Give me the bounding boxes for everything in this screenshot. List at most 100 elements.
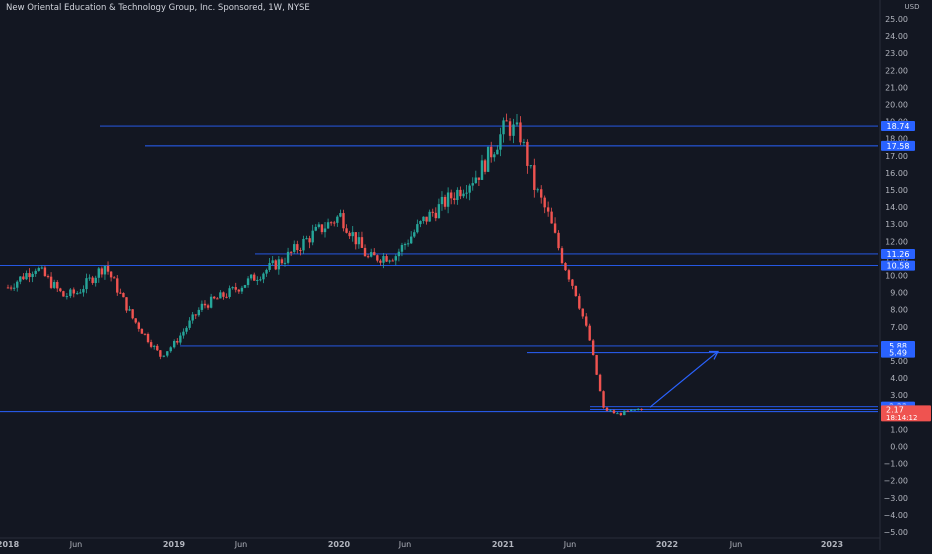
candle-body: [480, 160, 484, 180]
candle-body: [546, 207, 550, 212]
candle-body: [609, 410, 612, 412]
y-tick-label: −3.00: [883, 494, 908, 503]
candle-body: [416, 224, 419, 233]
candle-body: [342, 213, 345, 229]
price-label: 5.88: [889, 342, 907, 351]
candle-body: [12, 287, 16, 289]
y-tick-label: 7.00: [890, 323, 908, 332]
candle-body: [197, 309, 201, 316]
candle-body: [440, 196, 444, 205]
candle-body: [522, 141, 526, 143]
candle-body: [345, 228, 348, 233]
candle-body: [490, 146, 493, 158]
candle-body: [550, 211, 553, 224]
candle-body: [162, 355, 166, 357]
y-tick-label: 8.00: [890, 306, 908, 315]
candle-body: [109, 271, 113, 278]
y-tick-label: 23.00: [885, 49, 908, 58]
candle-body: [116, 278, 119, 293]
candle-body: [253, 274, 256, 281]
y-tick-label: 13.00: [885, 220, 908, 229]
candle-body: [286, 251, 290, 263]
candle-body: [553, 223, 557, 233]
candle-body: [216, 298, 219, 300]
candle-body: [100, 268, 104, 275]
candle-body: [612, 410, 616, 414]
candle-body: [119, 292, 122, 294]
x-tick-label: 2022: [656, 540, 678, 549]
candle-body: [431, 211, 434, 213]
candle-body: [140, 328, 144, 334]
candle-body: [308, 238, 311, 243]
candle-body: [595, 355, 598, 375]
candle-body: [626, 410, 629, 412]
y-tick-label: −2.00: [883, 477, 908, 486]
candle-body: [468, 185, 471, 193]
candle-body: [323, 228, 327, 233]
candle-body: [182, 331, 185, 336]
y-tick-label: 24.00: [885, 32, 908, 41]
y-tick-label: 4.00: [890, 374, 908, 383]
candle-body: [434, 212, 438, 219]
candle-body: [486, 146, 490, 172]
candle-body: [200, 303, 204, 310]
candle-body: [209, 296, 213, 308]
candle-body: [103, 265, 107, 275]
candle-body: [225, 296, 228, 298]
candle-body: [623, 410, 626, 416]
y-tick-label: 10.00: [885, 272, 908, 281]
price-label: 11.26: [887, 250, 910, 259]
candle-body: [69, 289, 72, 297]
price-label: 18.74: [887, 122, 910, 131]
candle-body: [149, 342, 153, 347]
price-label-bg: [881, 260, 915, 271]
candle-body: [37, 268, 40, 271]
candle-body: [305, 238, 308, 240]
candle-body: [574, 285, 578, 297]
candle-body: [40, 267, 44, 269]
y-tick-label: 5.00: [890, 357, 908, 366]
candle-body: [246, 278, 250, 286]
candle-body: [379, 260, 382, 263]
candle-body: [206, 305, 210, 308]
x-tick-label: 2019: [163, 540, 186, 549]
x-tick-label: Jun: [234, 540, 248, 549]
x-tick-label: Jun: [563, 540, 577, 549]
candle-body: [146, 334, 150, 343]
candle-body: [22, 276, 25, 280]
price-label-bg: [881, 347, 915, 358]
grid-lines: [0, 0, 881, 550]
candle-body: [394, 256, 397, 261]
candle-body: [49, 276, 53, 288]
candle-body: [598, 374, 602, 392]
y-tick-label: 3.00: [890, 391, 908, 400]
candle-body: [496, 149, 499, 155]
candle-body: [588, 325, 591, 341]
y-tick-label: 21.00: [885, 83, 908, 92]
candle-body: [425, 216, 428, 222]
price-label: 17.58: [887, 142, 910, 151]
candle-body: [152, 345, 156, 347]
candle-body: [391, 260, 394, 262]
candle-body: [52, 282, 56, 288]
candle-body: [79, 292, 82, 294]
candle-body: [437, 204, 441, 219]
candle-body: [194, 314, 197, 316]
candle-body: [112, 277, 116, 279]
candle-body: [188, 320, 191, 328]
candle-body: [428, 211, 431, 222]
candle-body: [419, 221, 422, 225]
candle-body: [515, 122, 519, 125]
candle-body: [540, 189, 543, 198]
candle-body: [240, 287, 244, 292]
candle-body: [280, 259, 284, 264]
x-tick-label: Jun: [729, 540, 743, 549]
candle-body: [91, 277, 94, 284]
candle-body: [526, 141, 529, 166]
symbol-title: New Oriental Education & Technology Grou…: [6, 3, 310, 13]
price-label-bg: [881, 248, 915, 259]
projection-arrow: [649, 350, 719, 408]
price-label: 5.49: [889, 349, 907, 358]
